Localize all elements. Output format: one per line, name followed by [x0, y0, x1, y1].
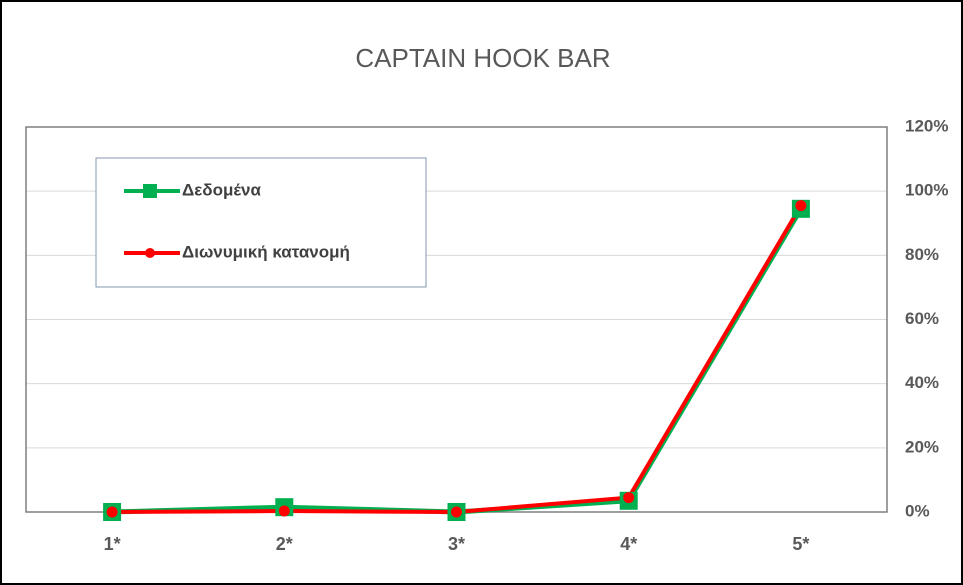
y-tick-label: 100%	[905, 181, 948, 200]
x-tick-label: 3*	[448, 534, 465, 554]
legend-marker	[145, 248, 155, 258]
x-tick-label: 4*	[620, 534, 637, 554]
marker	[106, 506, 118, 518]
marker	[623, 492, 635, 504]
x-tick-label: 1*	[104, 534, 121, 554]
legend-label: Διωνυμική κατανομή	[182, 242, 350, 261]
chart-title: CAPTAIN HOOK BAR	[355, 43, 610, 73]
x-tick-label: 2*	[276, 534, 293, 554]
legend-label: Δεδομένα	[182, 180, 262, 199]
legend-marker	[143, 184, 157, 198]
y-tick-label: 60%	[905, 309, 939, 328]
marker	[795, 200, 807, 212]
y-tick-label: 120%	[905, 116, 948, 135]
marker	[451, 506, 462, 518]
y-tick-label: 40%	[905, 373, 939, 392]
marker	[278, 505, 290, 517]
y-tick-label: 80%	[905, 245, 939, 264]
y-tick-label: 0%	[905, 501, 930, 520]
y-tick-label: 20%	[905, 437, 939, 456]
x-tick-label: 5*	[792, 534, 809, 554]
legend-box	[95, 157, 427, 288]
